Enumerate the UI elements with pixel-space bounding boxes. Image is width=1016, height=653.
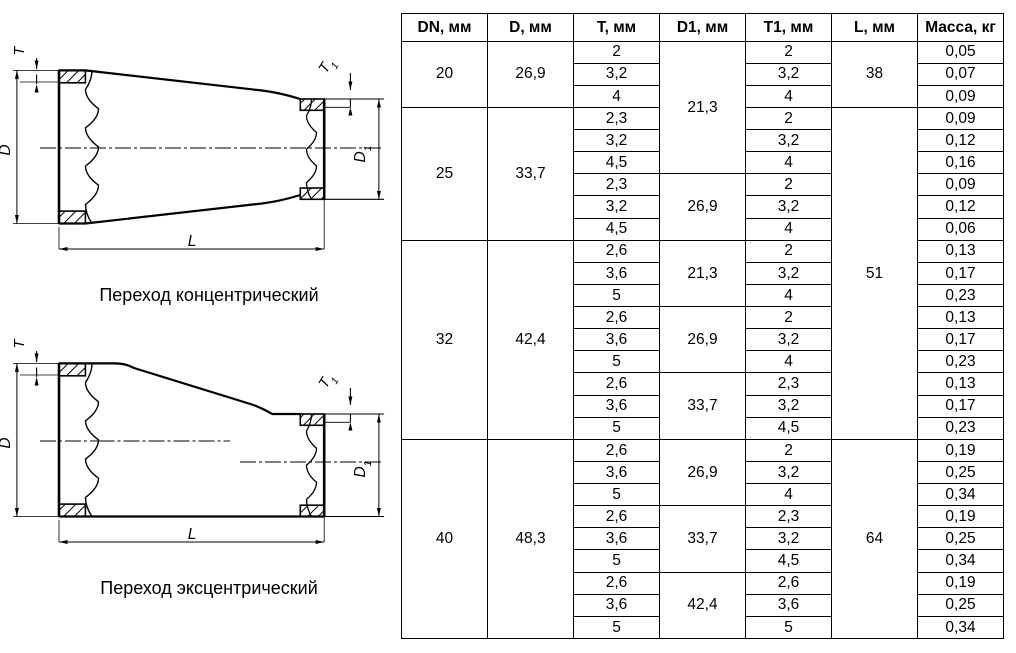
svg-text:L: L — [188, 233, 197, 250]
svg-text:T1: T1 — [316, 56, 341, 79]
svg-text:Переход эксцентрический: Переход эксцентрический — [100, 578, 318, 598]
svg-text:T: T — [12, 45, 28, 55]
svg-text:D: D — [0, 437, 14, 448]
svg-text:Переход концентрический: Переход концентрический — [99, 285, 318, 305]
svg-text:D1: D1 — [352, 460, 374, 477]
svg-text:T: T — [12, 338, 28, 348]
svg-text:L: L — [188, 526, 197, 543]
svg-text:T1: T1 — [316, 371, 341, 394]
svg-text:D: D — [0, 144, 14, 155]
